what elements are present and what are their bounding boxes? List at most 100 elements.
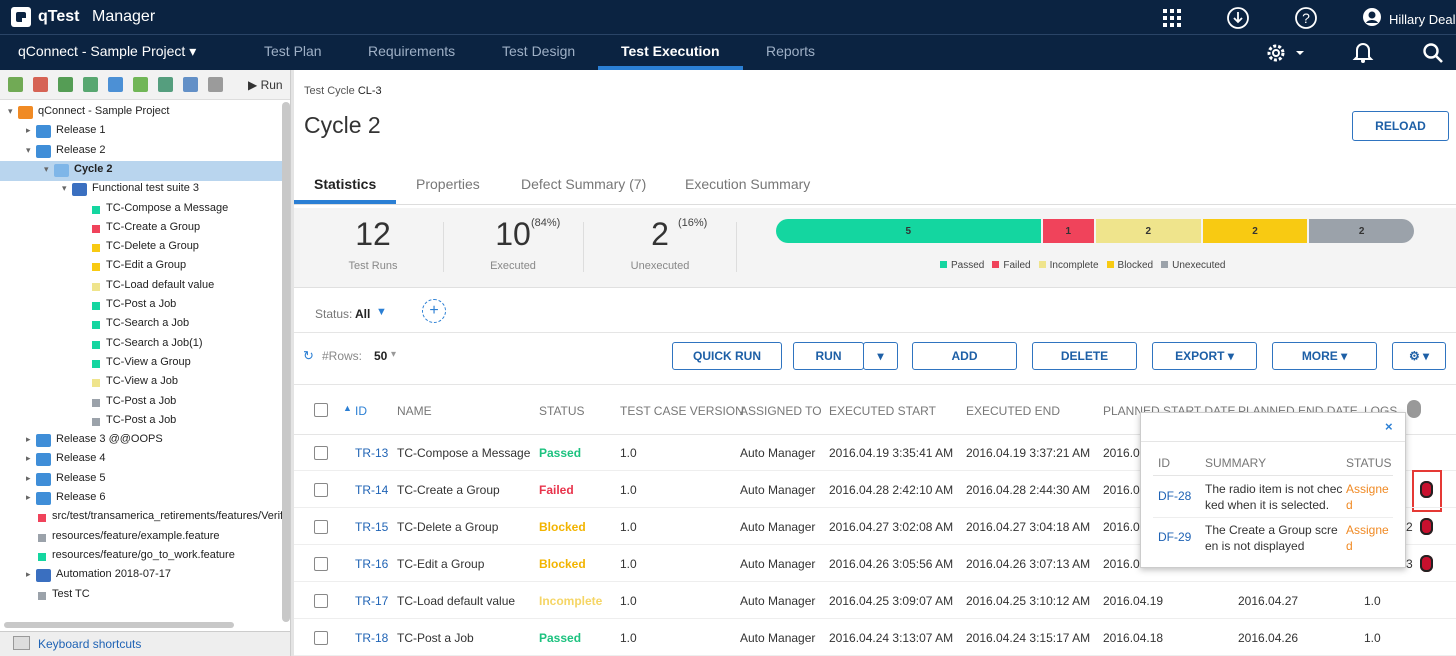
tree-node[interactable]: Release 2: [56, 143, 106, 156]
settings-icon[interactable]: [1266, 42, 1306, 64]
tree-node[interactable]: Cycle 2: [74, 162, 113, 175]
tree-node[interactable]: TC-Post a Job: [106, 413, 177, 426]
filter-value[interactable]: All: [355, 307, 371, 321]
filter-caret[interactable]: ▼: [376, 306, 387, 318]
toolbar-button[interactable]: [158, 77, 173, 92]
tree-node[interactable]: Release 5: [56, 471, 106, 484]
tree-node[interactable]: Release 6: [56, 491, 106, 503]
tree-node[interactable]: TC-Post a Job: [106, 394, 177, 407]
tree-node[interactable]: TC-View a Group: [106, 355, 191, 368]
toolbar-button[interactable]: QUICK RUN: [672, 342, 782, 370]
tree-toggle[interactable]: ▸: [26, 453, 31, 464]
row-checkbox[interactable]: [314, 557, 328, 571]
tree-node[interactable]: TC-View a Job: [106, 375, 178, 388]
user-name[interactable]: Hillary Deal: [1389, 12, 1456, 27]
help-icon[interactable]: ?: [1294, 6, 1318, 30]
tree-toggle[interactable]: ▸: [26, 492, 31, 502]
download-icon[interactable]: [1226, 6, 1250, 30]
toolbar-button[interactable]: [33, 77, 48, 92]
tree-node[interactable]: resources/feature/example.feature: [52, 529, 220, 542]
tree-node[interactable]: Release 4: [56, 452, 106, 465]
row-checkbox[interactable]: [314, 520, 328, 534]
header-checkbox[interactable]: [314, 403, 328, 417]
tree-node[interactable]: src/test/transamerica_retirements/featur…: [52, 510, 291, 523]
tree-run[interactable]: ▶ Run: [248, 78, 283, 92]
reload-button[interactable]: RELOAD: [1352, 111, 1449, 141]
row-checkbox[interactable]: [314, 446, 328, 460]
column-header[interactable]: NAME: [397, 404, 432, 418]
tree-node[interactable]: qConnect - Sample Project: [38, 105, 170, 117]
project-selector[interactable]: qConnect - Sample Project ▾: [18, 43, 197, 59]
nav-tab[interactable]: Reports: [766, 43, 816, 59]
column-header[interactable]: TEST CASE VERSION: [620, 404, 744, 418]
toolbar-button[interactable]: EXPORT ▾: [1152, 342, 1257, 370]
toolbar-button[interactable]: [208, 77, 223, 92]
notification-icon[interactable]: [1352, 40, 1374, 64]
run-dropdown[interactable]: ▾: [863, 342, 898, 370]
refresh-icon[interactable]: ↻: [303, 348, 314, 363]
bug-icon[interactable]: [1420, 555, 1433, 572]
rows-caret[interactable]: ▾: [391, 349, 397, 360]
tree-toggle[interactable]: ▸: [26, 569, 31, 580]
run-link[interactable]: TR-13: [355, 446, 389, 460]
nav-tab[interactable]: Test Execution: [621, 43, 720, 59]
toolbar-button[interactable]: DELETE: [1032, 342, 1137, 370]
column-header[interactable]: ID: [355, 404, 367, 418]
rows-value[interactable]: 50: [374, 349, 388, 363]
nav-tab[interactable]: Requirements: [368, 43, 456, 59]
defect-link[interactable]: DF-28: [1158, 489, 1192, 503]
column-header[interactable]: EXECUTED END: [966, 404, 1061, 418]
bug-highlight[interactable]: [1412, 470, 1442, 512]
toolbar-button[interactable]: [108, 77, 123, 92]
column-header[interactable]: EXECUTED START: [829, 404, 936, 418]
run-link[interactable]: TR-17: [355, 594, 389, 608]
tree-node[interactable]: Functional test suite 3: [92, 182, 200, 195]
tree-toggle[interactable]: ▸: [26, 472, 31, 483]
tree-toggle[interactable]: ▸: [26, 125, 31, 136]
tree-node[interactable]: resources/feature/go_to_work.feature: [52, 548, 235, 561]
run-link[interactable]: TR-14: [355, 483, 389, 497]
sort-icon[interactable]: ▲: [343, 403, 352, 413]
toolbar-button[interactable]: [183, 77, 198, 92]
tree-node[interactable]: TC-Edit a Group: [106, 259, 187, 272]
toolbar-button[interactable]: MORE ▾: [1272, 342, 1377, 370]
nav-tab[interactable]: Test Design: [502, 43, 576, 59]
defect-link[interactable]: DF-29: [1158, 530, 1192, 544]
tree-node[interactable]: TC-Search a Job(1): [106, 336, 203, 349]
tree-toggle[interactable]: ▾: [44, 163, 49, 174]
bug-icon[interactable]: [1420, 518, 1433, 535]
run-link[interactable]: TR-16: [355, 557, 389, 571]
run-link[interactable]: TR-15: [355, 520, 389, 534]
page-tab[interactable]: Properties: [416, 176, 480, 192]
tree-toggle[interactable]: ▾: [62, 183, 67, 194]
nav-tab[interactable]: Test Plan: [264, 43, 322, 59]
settings-button[interactable]: ⚙ ▾: [1392, 342, 1446, 370]
column-header[interactable]: ASSIGNED TO: [740, 404, 822, 418]
tree-node[interactable]: TC-Create a Group: [106, 220, 201, 233]
run-link[interactable]: TR-18: [355, 631, 389, 645]
row-checkbox[interactable]: [314, 483, 328, 497]
search-icon[interactable]: [1422, 42, 1444, 64]
add-filter[interactable]: +: [422, 299, 446, 323]
bug-icon[interactable]: [1420, 481, 1433, 498]
toolbar-button[interactable]: ADD: [912, 342, 1017, 370]
toolbar-button[interactable]: [83, 77, 98, 92]
page-tab[interactable]: Defect Summary (7): [521, 176, 647, 192]
apps-icon[interactable]: [1162, 8, 1182, 28]
tree-node[interactable]: Automation 2018-07-17: [56, 568, 171, 581]
toolbar-button[interactable]: [8, 77, 23, 92]
tree-toggle[interactable]: ▸: [26, 434, 31, 445]
user-avatar[interactable]: [1362, 7, 1382, 27]
tree-node[interactable]: TC-Delete a Group: [106, 240, 199, 253]
keyboard-shortcuts[interactable]: Keyboard shortcuts: [38, 637, 142, 651]
page-tab[interactable]: Execution Summary: [685, 176, 811, 192]
tree-node[interactable]: TC-Search a Job: [106, 317, 190, 330]
row-checkbox[interactable]: [314, 631, 328, 645]
tree-toggle[interactable]: ▾: [26, 144, 31, 155]
row-checkbox[interactable]: [314, 594, 328, 608]
tree-node[interactable]: TC-Post a Job: [106, 298, 177, 310]
tree-toggle[interactable]: ▾: [8, 106, 13, 116]
toolbar-button[interactable]: [133, 77, 148, 92]
tree-node[interactable]: Test TC: [52, 587, 90, 600]
toolbar-button[interactable]: [58, 77, 73, 92]
